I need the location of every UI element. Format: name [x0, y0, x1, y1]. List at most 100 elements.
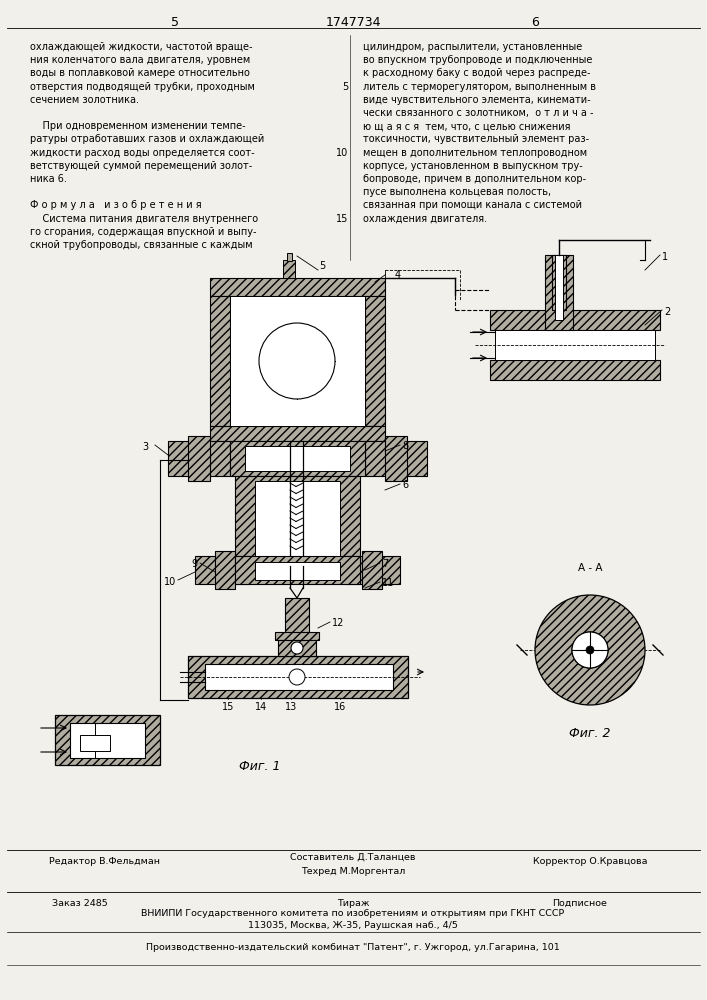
Text: 6: 6: [402, 480, 408, 490]
Bar: [385, 436, 407, 481]
Bar: [490, 310, 660, 330]
Bar: [80, 735, 110, 751]
Text: бопроводе, причем в дополнительном кор-: бопроводе, причем в дополнительном кор-: [363, 174, 586, 184]
Bar: [168, 441, 230, 476]
Text: 12: 12: [332, 618, 344, 628]
Circle shape: [289, 669, 305, 685]
Text: Подписное: Подписное: [553, 898, 607, 908]
Text: скной трубопроводы, связанные с каждым: скной трубопроводы, связанные с каждым: [30, 240, 252, 250]
Text: 2: 2: [664, 307, 670, 317]
Bar: [362, 551, 382, 589]
Bar: [235, 476, 360, 566]
Bar: [195, 556, 250, 584]
Text: 11: 11: [382, 578, 395, 588]
Text: 15: 15: [222, 702, 234, 712]
Text: Корректор О.Кравцова: Корректор О.Кравцова: [533, 857, 647, 866]
Wedge shape: [535, 595, 645, 705]
Text: отверстия подводящей трубки, проходным: отверстия подводящей трубки, проходным: [30, 82, 255, 92]
Bar: [70, 723, 145, 758]
Bar: [210, 296, 230, 426]
Text: 5: 5: [319, 261, 325, 271]
Text: Фиг. 1: Фиг. 1: [239, 760, 281, 773]
Text: Редактор В.Фельдман: Редактор В.Фельдман: [49, 857, 160, 866]
Bar: [255, 481, 340, 561]
Bar: [283, 260, 295, 278]
Text: виде чувствительного элемента, кинемати-: виде чувствительного элемента, кинемати-: [363, 95, 590, 105]
Text: во впускном трубопроводе и подключенные: во впускном трубопроводе и подключенные: [363, 55, 592, 65]
Bar: [55, 715, 160, 765]
Text: При одновременном изменении темпе-: При одновременном изменении темпе-: [30, 121, 245, 131]
Text: Производственно-издательский комбинат "Патент", г. Ужгород, ул.Гагарина, 101: Производственно-издательский комбинат "П…: [146, 942, 560, 952]
Text: охлаждения двигателя.: охлаждения двигателя.: [363, 214, 487, 224]
Text: 10: 10: [164, 577, 176, 587]
Circle shape: [572, 632, 608, 668]
Text: Фиг. 2: Фиг. 2: [569, 727, 611, 740]
Text: 13: 13: [285, 702, 297, 712]
Text: 5: 5: [171, 15, 179, 28]
Text: корпусе, установленном в выпускном тру-: корпусе, установленном в выпускном тру-: [363, 161, 583, 171]
Text: 14: 14: [255, 702, 267, 712]
Text: связанная при помощи канала с системой: связанная при помощи канала с системой: [363, 200, 582, 210]
Text: 15: 15: [336, 214, 348, 224]
Circle shape: [291, 642, 303, 654]
Text: 16: 16: [334, 702, 346, 712]
Bar: [230, 296, 365, 426]
Text: ю щ а я с я  тем, что, с целью снижения: ю щ а я с я тем, что, с целью снижения: [363, 121, 571, 131]
Bar: [215, 551, 235, 589]
Bar: [245, 446, 350, 471]
Bar: [555, 255, 563, 320]
Text: Система питания двигателя внутреннего: Система питания двигателя внутреннего: [30, 214, 258, 224]
Text: 10: 10: [336, 148, 348, 158]
Text: 113035, Москва, Ж-35, Раушская наб., 4/5: 113035, Москва, Ж-35, Раушская наб., 4/5: [248, 920, 458, 930]
Text: пусе выполнена кольцевая полость,: пусе выполнена кольцевая полость,: [363, 187, 551, 197]
Text: го сгорания, содержащая впускной и выпу-: го сгорания, содержащая впускной и выпу-: [30, 227, 257, 237]
Text: 9: 9: [192, 559, 198, 569]
Text: ратуры отработавших газов и охлаждающей: ратуры отработавших газов и охлаждающей: [30, 134, 264, 144]
Bar: [552, 255, 566, 310]
Circle shape: [586, 646, 594, 654]
Text: воды в поплавковой камере относительно: воды в поплавковой камере относительно: [30, 68, 250, 78]
Bar: [205, 664, 393, 690]
Text: ния коленчатого вала двигателя, уровнем: ния коленчатого вала двигателя, уровнем: [30, 55, 250, 65]
Bar: [230, 441, 365, 476]
Bar: [345, 556, 400, 584]
Text: 5: 5: [341, 82, 348, 92]
Bar: [210, 426, 385, 441]
Bar: [188, 656, 408, 698]
Text: к расходному баку с водой через распреде-: к расходному баку с водой через распреде…: [363, 68, 590, 78]
Text: 8: 8: [402, 441, 408, 451]
Bar: [365, 441, 427, 476]
Bar: [278, 640, 316, 656]
Text: 3: 3: [142, 442, 148, 452]
Text: охлаждающей жидкости, частотой враще-: охлаждающей жидкости, частотой враще-: [30, 42, 252, 52]
Text: 1747734: 1747734: [325, 15, 381, 28]
Bar: [235, 556, 360, 584]
Text: мещен в дополнительном теплопроводном: мещен в дополнительном теплопроводном: [363, 148, 587, 158]
Text: жидкости расход воды определяется соот-: жидкости расход воды определяется соот-: [30, 148, 255, 158]
Text: 6: 6: [531, 15, 539, 28]
Text: Ф о р м у л а   и з о б р е т е н и я: Ф о р м у л а и з о б р е т е н и я: [30, 200, 201, 210]
Text: Заказ 2485: Заказ 2485: [52, 898, 108, 908]
Bar: [545, 255, 573, 330]
Text: чески связанного с золотником,  о т л и ч а -: чески связанного с золотником, о т л и ч…: [363, 108, 593, 118]
Bar: [365, 296, 385, 426]
Text: цилиндром, распылители, установленные: цилиндром, распылители, установленные: [363, 42, 583, 52]
Text: 1: 1: [662, 252, 668, 262]
Text: литель с терморегулятором, выполненным в: литель с терморегулятором, выполненным в: [363, 82, 596, 92]
Text: токсичности, чувствительный элемент раз-: токсичности, чувствительный элемент раз-: [363, 134, 589, 144]
Text: ника 6.: ника 6.: [30, 174, 67, 184]
Bar: [210, 278, 385, 296]
Bar: [287, 253, 292, 261]
Bar: [255, 562, 340, 580]
Bar: [490, 360, 660, 380]
Text: Тираж: Тираж: [337, 898, 369, 908]
Text: сечением золотника.: сечением золотника.: [30, 95, 139, 105]
Text: Составитель Д.Таланцев: Составитель Д.Таланцев: [291, 852, 416, 861]
Text: 4: 4: [395, 270, 401, 280]
Bar: [285, 598, 309, 638]
Bar: [495, 330, 655, 360]
Circle shape: [259, 323, 335, 399]
Text: 7: 7: [382, 559, 388, 569]
Bar: [275, 632, 319, 640]
Text: ВНИИПИ Государственного комитета по изобретениям и открытиям при ГКНТ СССР: ВНИИПИ Государственного комитета по изоб…: [141, 910, 565, 918]
